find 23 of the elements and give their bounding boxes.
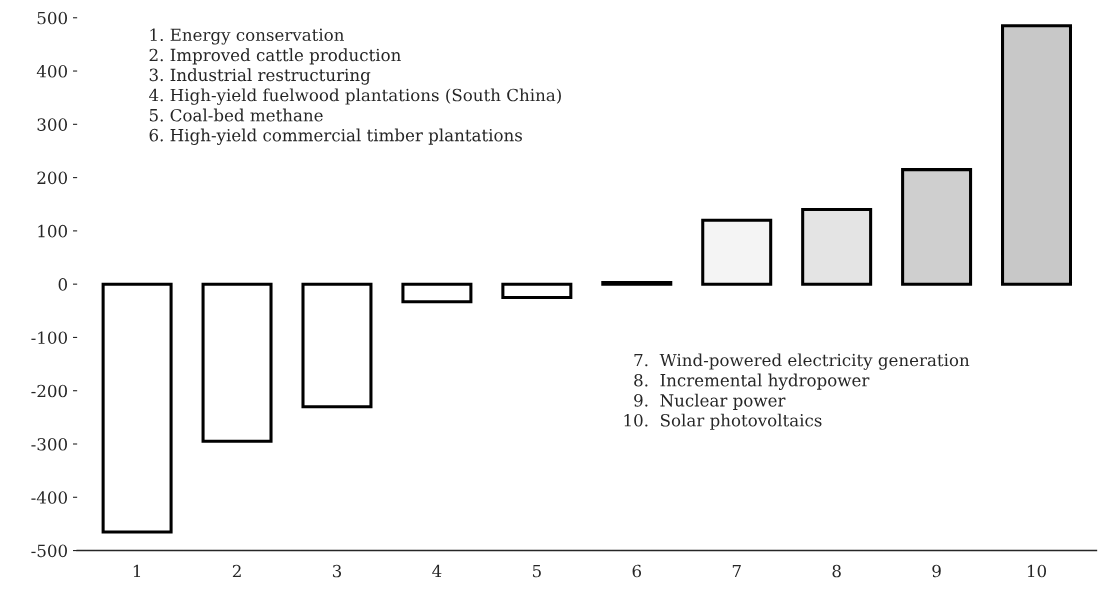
y-tick-label: -400 — [31, 491, 67, 504]
y-tick-label: 100 — [38, 224, 67, 238]
x-tick-label: 9 — [932, 564, 941, 578]
x-tick-label: 1 — [133, 564, 141, 578]
annotation: 1. Energy conservation 2. Improved cattle production 3. Industrial restructuring 4. High-yield fuelwood plantations (South China) 5. Coal-bed methane 6. High-yield commercial timber plantations — [149, 28, 561, 145]
x-tick-label: 6 — [632, 564, 642, 578]
y-tick-label: -500 — [31, 544, 67, 558]
x-tick-label: 4 — [432, 564, 442, 578]
y-tick-label: 0 — [58, 278, 68, 291]
y-tick-label: -100 — [31, 331, 67, 345]
y-tick-label: 300 — [37, 118, 67, 131]
y-tick-label: -300 — [31, 437, 67, 451]
annotation: 7. Wind-powered electricity generation 8. Incremental hydropower 9. Nuclear power 10. Solar photovoltaics — [624, 353, 970, 430]
x-tick-label: 8 — [832, 564, 841, 578]
x-tick-label: 3 — [332, 564, 342, 578]
x-tick-label: 10 — [1027, 564, 1047, 578]
x-tick-label: 5 — [532, 564, 541, 578]
x-tick-label: 2 — [232, 564, 241, 578]
x-tick-label: 7 — [732, 564, 741, 578]
y-tick-label: 400 — [36, 65, 67, 78]
y-tick-label: 500 — [37, 11, 67, 25]
y-tick-label: 200 — [37, 171, 67, 185]
y-tick-label: -200 — [31, 384, 67, 398]
